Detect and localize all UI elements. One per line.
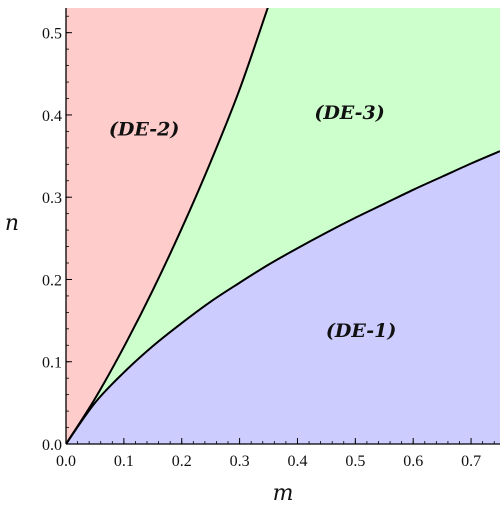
region-label-1: (DE-2) — [109, 119, 179, 141]
x-tick-label: 0.6 — [403, 453, 423, 470]
labels-layer: (DE-2) (DE-3) (DE-1) — [109, 102, 396, 342]
curves-layer — [66, 8, 500, 444]
y-tick-label: 0.5 — [42, 26, 62, 43]
y-tick-label: 0.1 — [42, 355, 62, 372]
boundary-curve-upper — [66, 8, 269, 444]
x-tick-label: 0.1 — [114, 453, 134, 470]
x-axis-label: m — [273, 481, 294, 506]
region-label-3: (DE-1) — [326, 320, 396, 342]
x-tick-label: 0.5 — [345, 453, 365, 470]
x-tick-label: 0.4 — [287, 453, 307, 470]
y-tick-label: 0.0 — [42, 437, 62, 454]
x-tick-label: 0.3 — [230, 453, 250, 470]
region-fill-3 — [66, 151, 500, 444]
region-fill-2 — [66, 8, 500, 444]
y-tick-label: 0.4 — [42, 108, 62, 125]
region-label-2: (DE-3) — [314, 102, 384, 124]
ticks-layer: 0.0 0.1 0.2 0.3 0.4 0.5 0.6 0.7 0.0 0.1 0.2 0.3 0.4 0… — [42, 15, 495, 470]
y-tick-label: 0.3 — [42, 190, 62, 207]
x-tick-label: 0.2 — [172, 453, 192, 470]
y-tick-label: 0.2 — [42, 272, 62, 289]
x-tick-label: 0.0 — [56, 453, 76, 470]
frame-layer — [65, 8, 500, 445]
x-tick-label: 0.7 — [461, 453, 481, 470]
boundary-curve-lower — [66, 150, 500, 444]
regions-layer — [66, 8, 500, 444]
y-axis-label: n — [5, 211, 19, 236]
region-fill-1 — [66, 8, 500, 444]
